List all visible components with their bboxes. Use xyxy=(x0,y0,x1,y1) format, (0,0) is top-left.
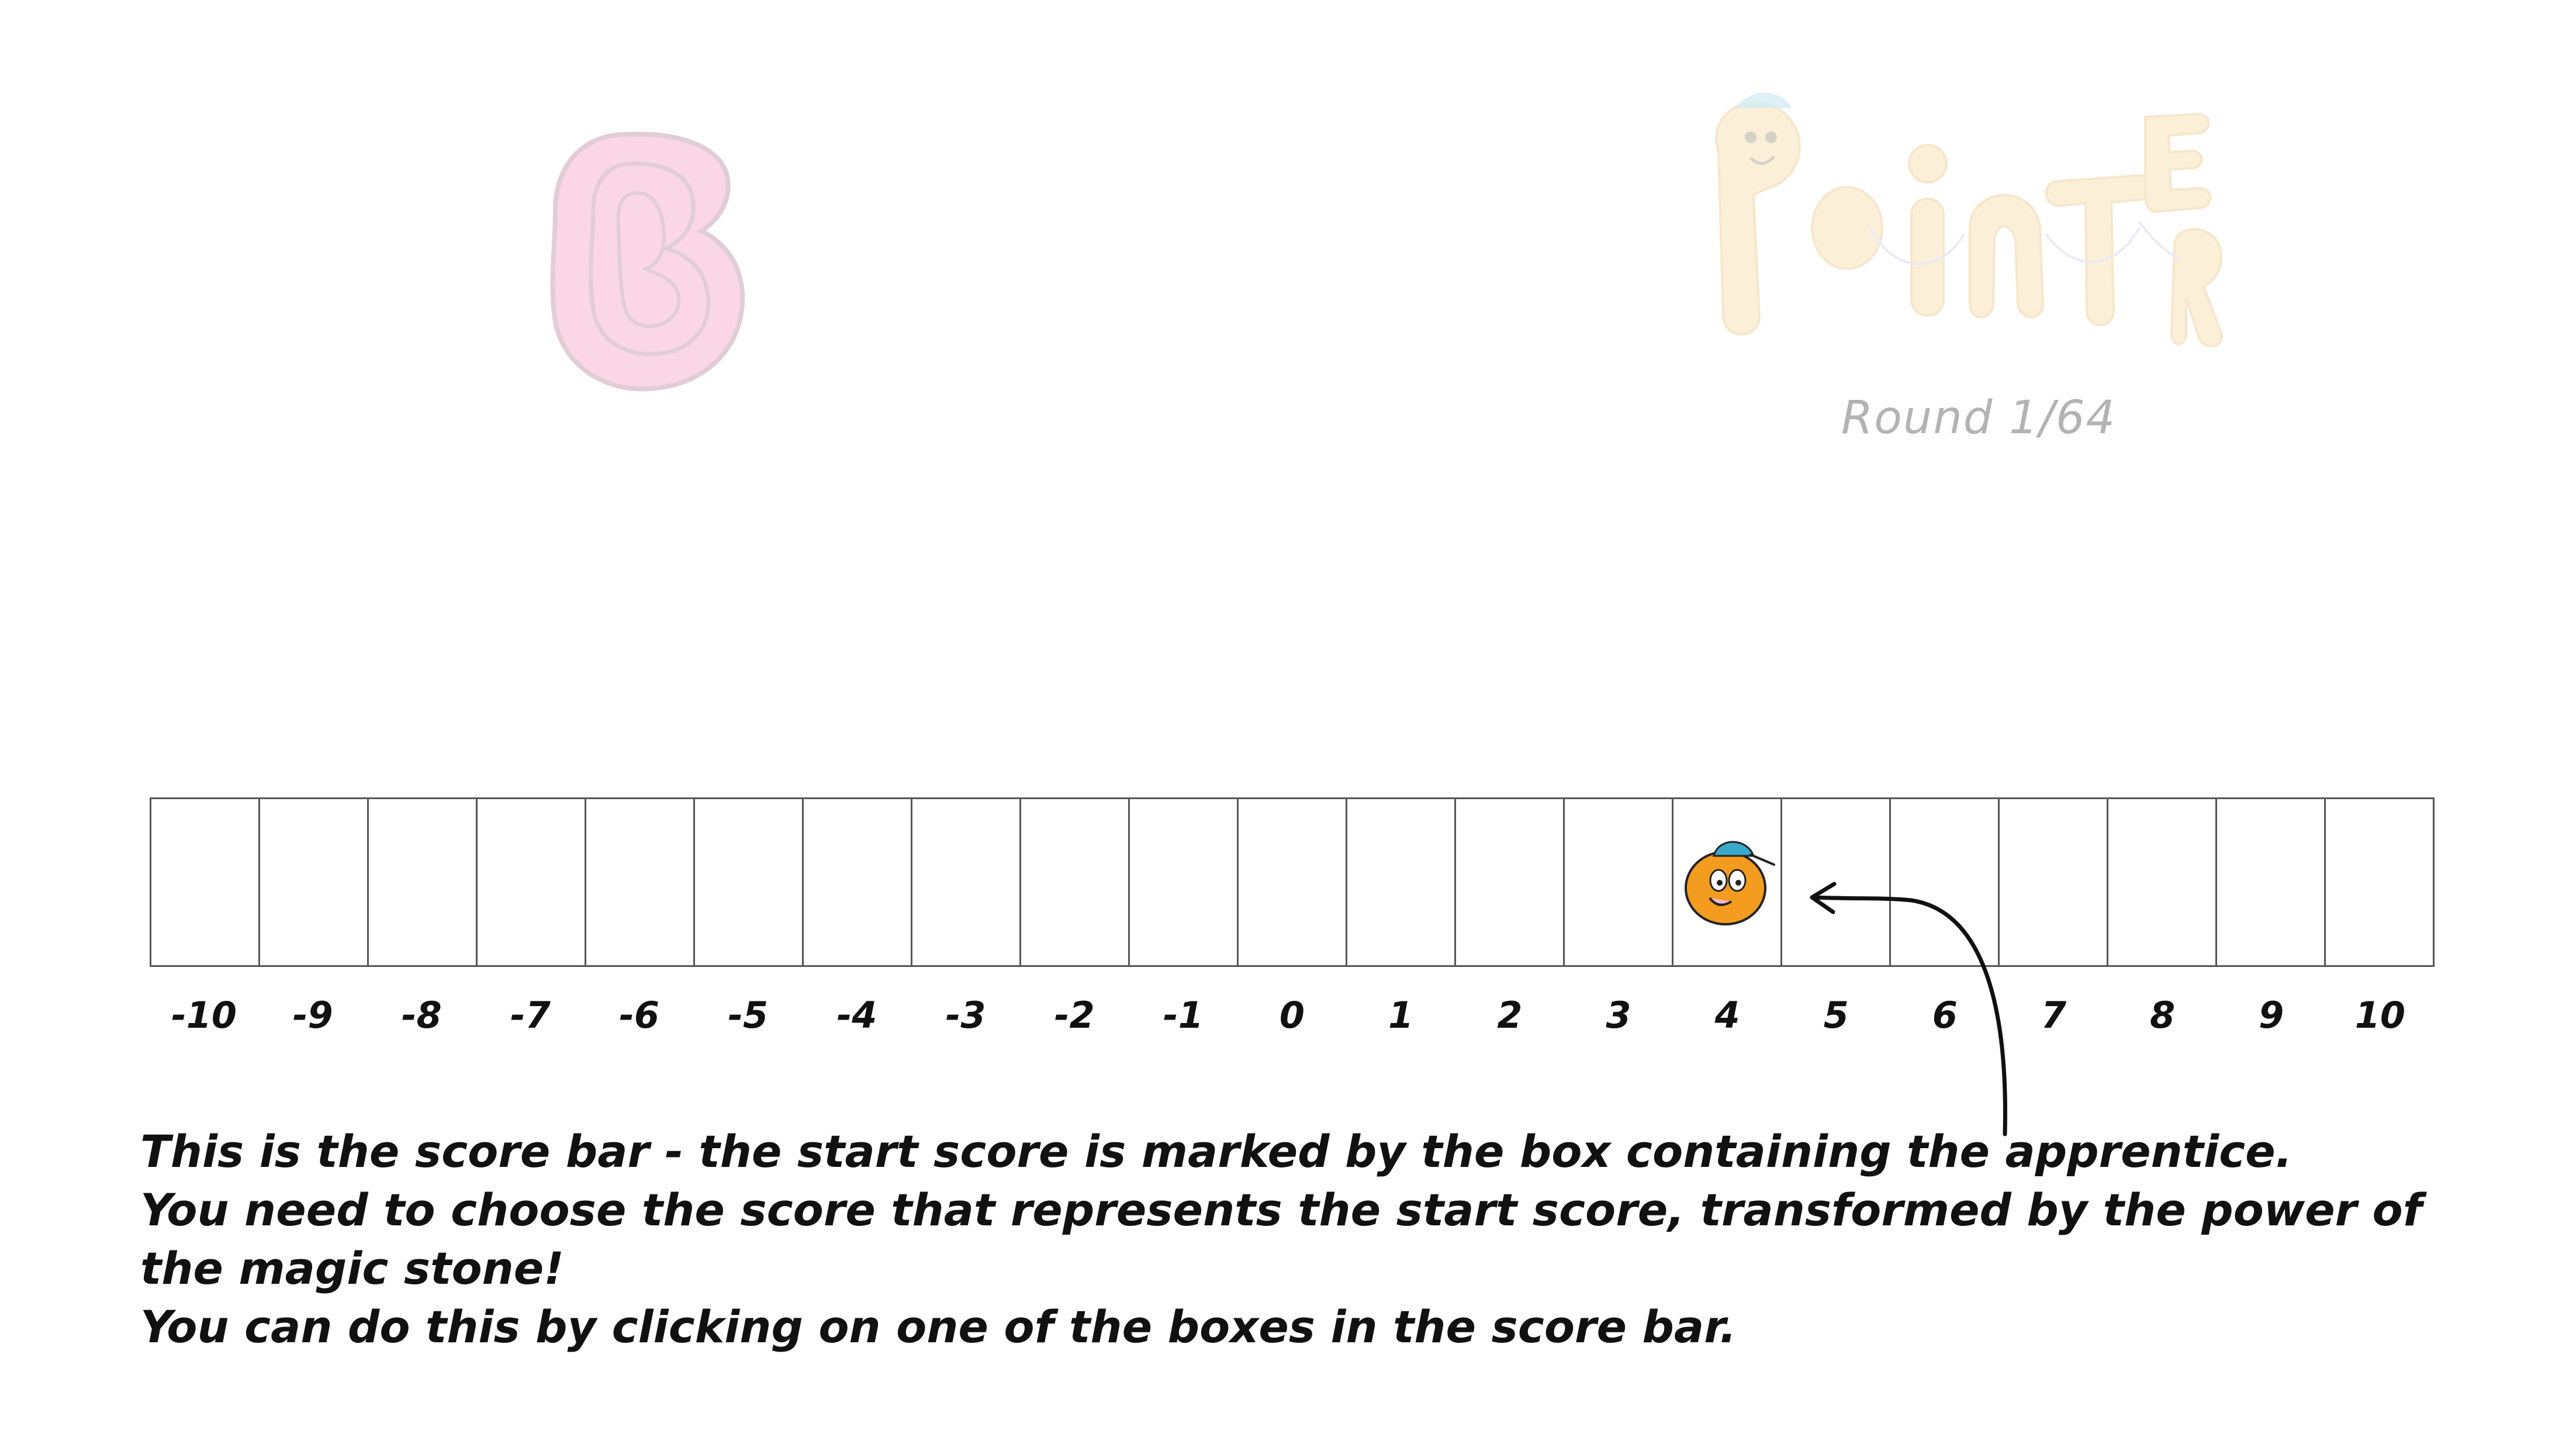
score-label: 2 xyxy=(1497,994,1523,1037)
score-box[interactable] xyxy=(2217,799,2326,965)
instruction-line-3: You can do this by clicking on one of th… xyxy=(140,1301,1737,1353)
score-label: 10 xyxy=(2354,994,2406,1037)
pointer-arrow-icon xyxy=(1810,882,2007,1136)
instruction-line-1: This is the score bar - the start score … xyxy=(140,1125,2293,1177)
score-label: 6 xyxy=(1932,994,1958,1037)
score-label: -5 xyxy=(728,994,769,1037)
score-box[interactable] xyxy=(1130,799,1239,965)
score-label: -1 xyxy=(1163,994,1204,1037)
score-box[interactable] xyxy=(1673,799,1782,965)
score-box[interactable] xyxy=(151,799,260,965)
score-box[interactable] xyxy=(369,799,478,965)
instructions: This is the score bar - the start score … xyxy=(140,1122,2449,1356)
score-box[interactable] xyxy=(1565,799,1673,965)
score-labels: -10 -9 -8 -7 -6 -5 -4 -3 -2 -1 0 1 2 3 4 5 6 7 8 9 10 xyxy=(150,994,2435,1037)
score-bar xyxy=(150,797,2435,967)
score-box[interactable] xyxy=(1891,799,2000,965)
b-stone-icon xyxy=(550,132,745,392)
score-label: -8 xyxy=(401,994,442,1037)
score-box[interactable] xyxy=(1456,799,1565,965)
score-box[interactable] xyxy=(2108,799,2217,965)
score-label: -9 xyxy=(292,994,333,1037)
score-label: 7 xyxy=(2041,994,2067,1037)
score-box[interactable] xyxy=(695,799,804,965)
score-box[interactable] xyxy=(804,799,912,965)
score-label: 4 xyxy=(1714,994,1740,1037)
score-label: -4 xyxy=(836,994,877,1037)
score-box[interactable] xyxy=(1782,799,1891,965)
score-box[interactable] xyxy=(1021,799,1130,965)
score-box[interactable] xyxy=(586,799,695,965)
round-counter: Round 1/64 xyxy=(1841,392,2117,444)
score-box[interactable] xyxy=(2326,799,2433,965)
score-box[interactable] xyxy=(912,799,1021,965)
score-box[interactable] xyxy=(1347,799,1456,965)
score-label: -10 xyxy=(171,994,237,1037)
score-label: 5 xyxy=(1823,994,1849,1037)
score-label: 3 xyxy=(1606,994,1631,1037)
score-label: -7 xyxy=(510,994,551,1037)
score-label: 8 xyxy=(2150,994,2176,1037)
score-box[interactable] xyxy=(1239,799,1347,965)
score-label: -6 xyxy=(619,994,660,1037)
score-label: 0 xyxy=(1279,994,1305,1037)
score-label: 9 xyxy=(2259,994,2284,1037)
instruction-line-2: You need to choose the score that repres… xyxy=(140,1184,2422,1294)
pointer-title-art xyxy=(1715,92,2224,347)
score-label: 1 xyxy=(1388,994,1414,1037)
score-box[interactable] xyxy=(478,799,586,965)
score-box[interactable] xyxy=(2000,799,2108,965)
score-label: -2 xyxy=(1054,994,1095,1037)
score-label: -3 xyxy=(945,994,986,1037)
apprentice-icon xyxy=(1684,841,1775,925)
score-box[interactable] xyxy=(260,799,369,965)
